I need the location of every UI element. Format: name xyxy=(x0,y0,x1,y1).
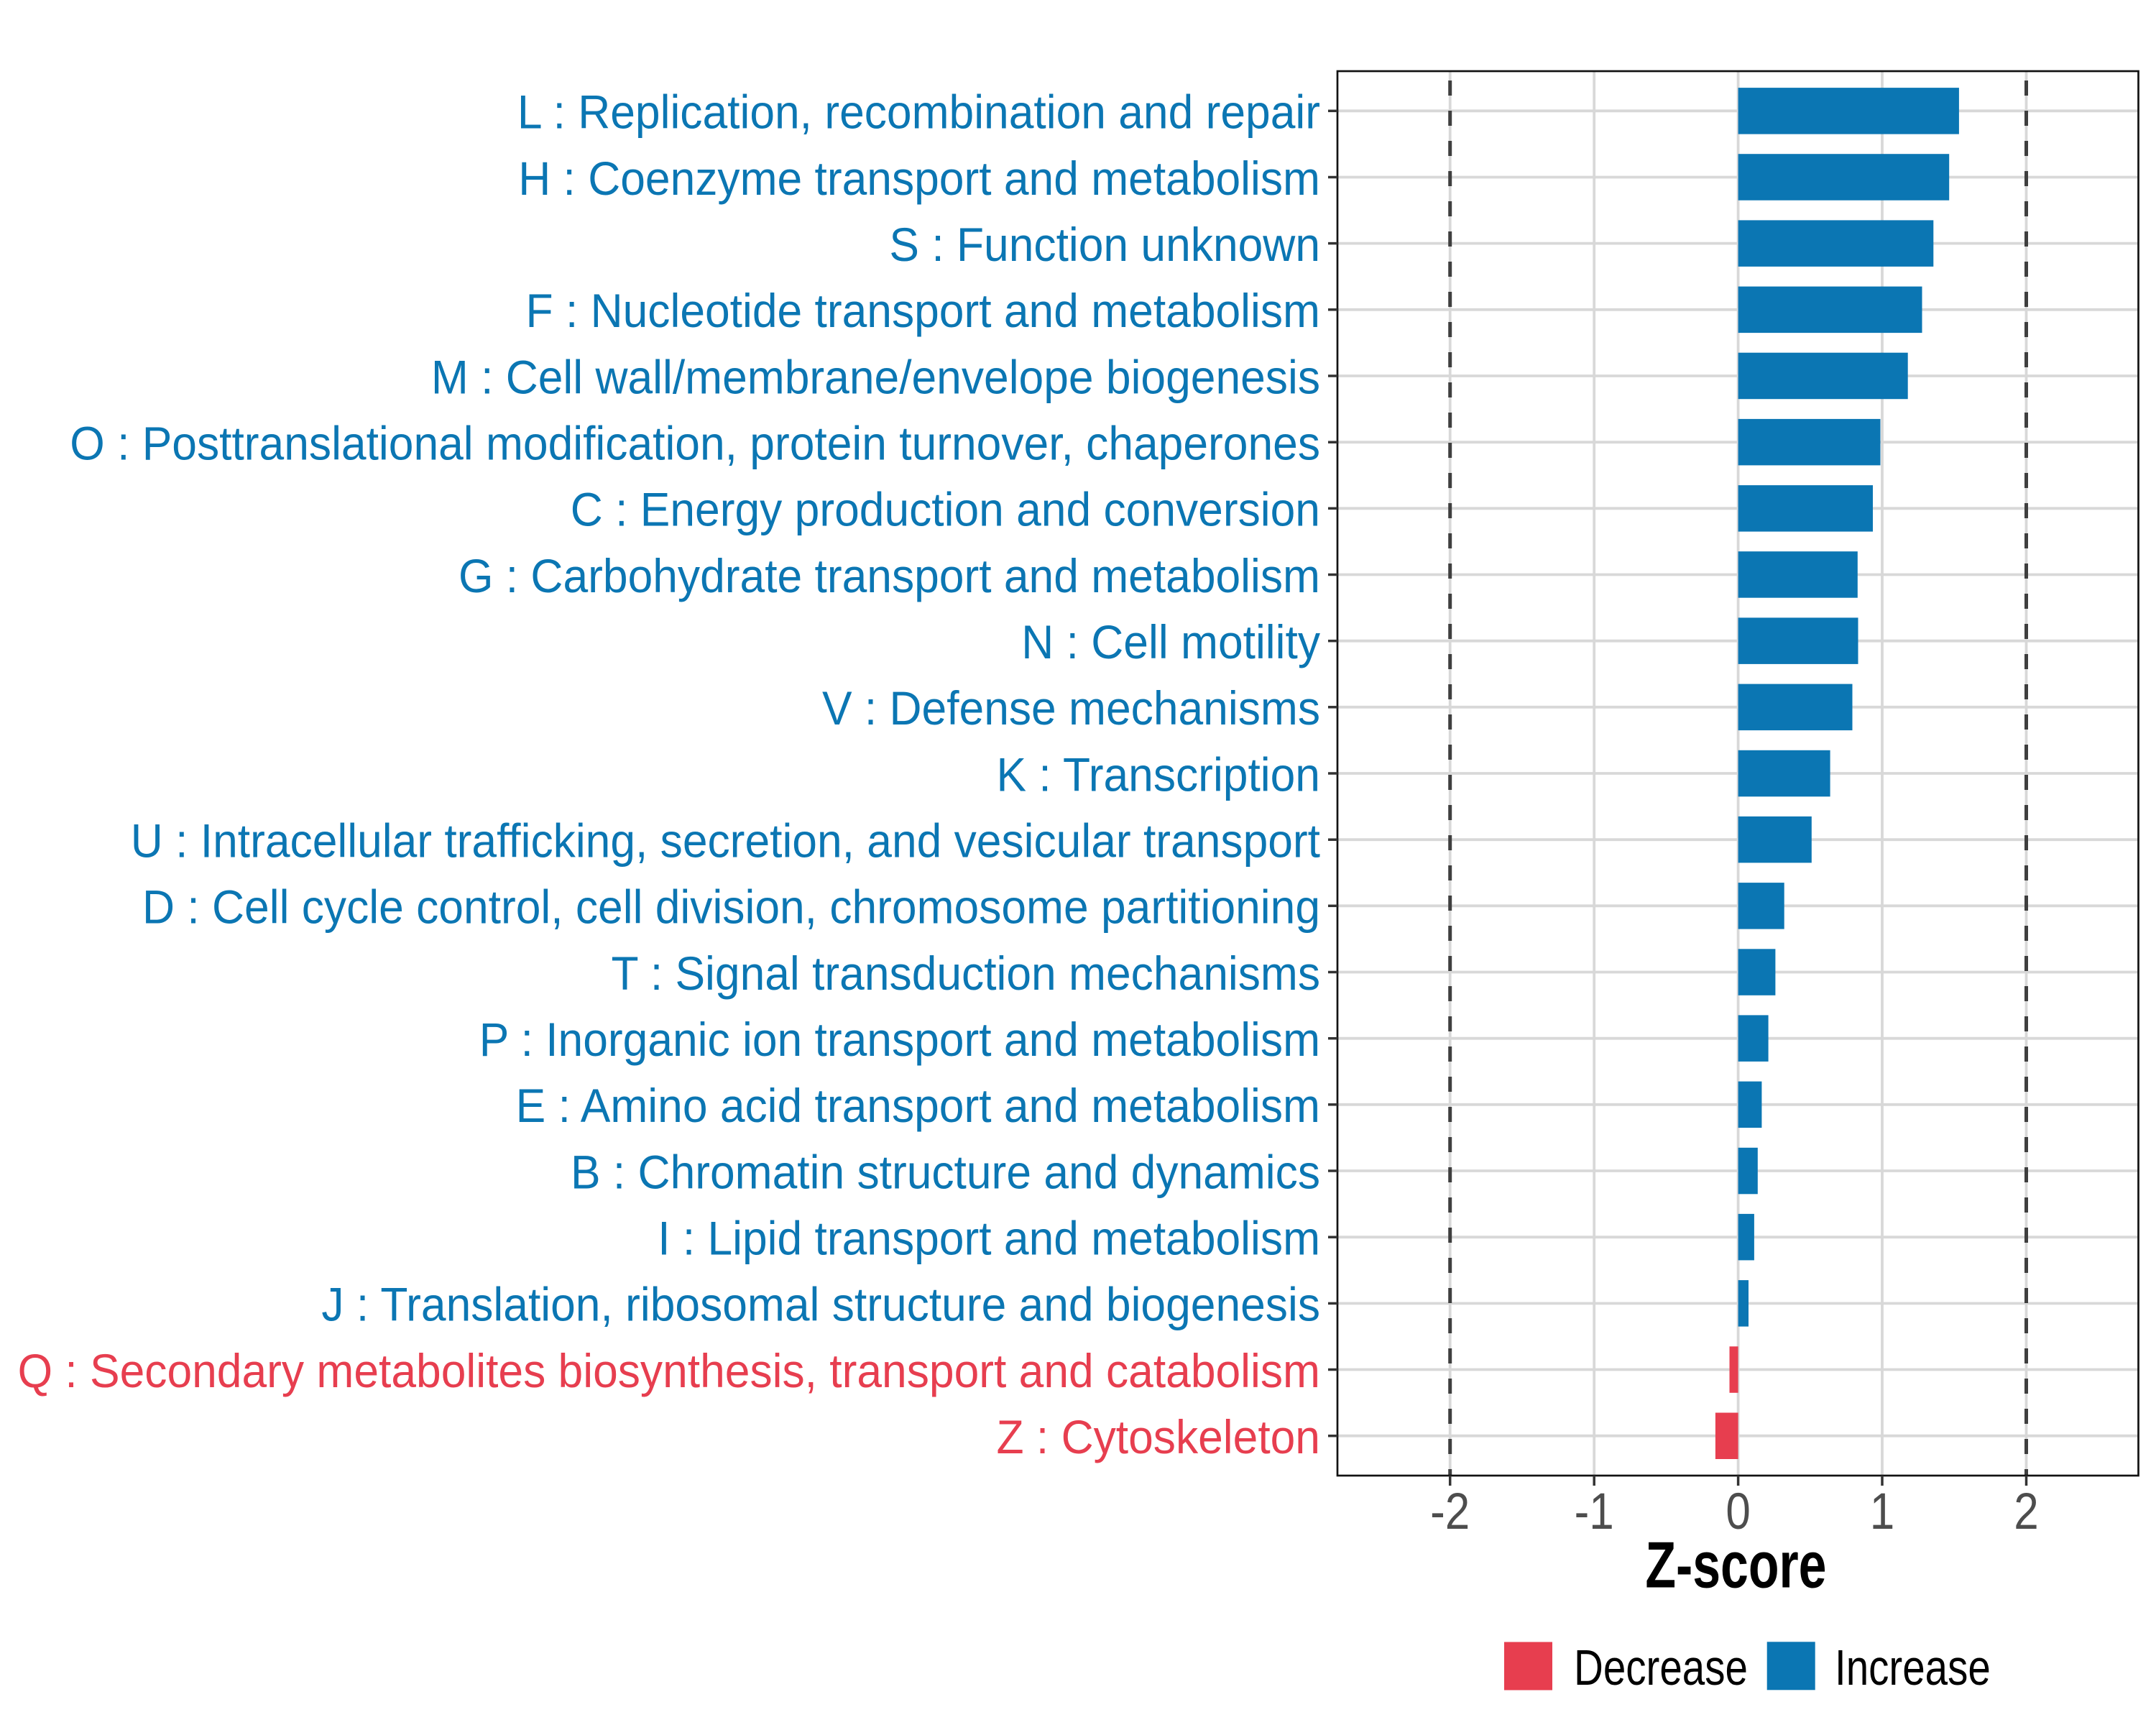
svg-text:K : Transcription: K : Transcription xyxy=(997,748,1320,801)
svg-text:U : Intracellular trafficking,: U : Intracellular trafficking, secretion… xyxy=(131,814,1320,868)
svg-text:F : Nucleotide transport and m: F : Nucleotide transport and metabolism xyxy=(526,285,1320,338)
svg-text:D : Cell cycle control, cell d: D : Cell cycle control, cell division, c… xyxy=(142,880,1320,934)
svg-text:-2: -2 xyxy=(1430,1484,1470,1540)
svg-text:S : Function unknown: S : Function unknown xyxy=(889,218,1320,271)
svg-text:M : Cell wall/membrane/envelop: M : Cell wall/membrane/envelope biogenes… xyxy=(431,351,1320,404)
svg-text:B : Chromatin structure and dy: B : Chromatin structure and dynamics xyxy=(571,1146,1320,1199)
svg-text:E : Amino acid transport and m: E : Amino acid transport and metabolism xyxy=(516,1080,1320,1133)
svg-text:Decrease: Decrease xyxy=(1574,1640,1748,1696)
svg-text:1: 1 xyxy=(1870,1484,1894,1540)
svg-text:H : Coenzyme transport and met: H : Coenzyme transport and metabolism xyxy=(518,152,1320,205)
svg-text:V : Defense mechanisms: V : Defense mechanisms xyxy=(822,682,1320,735)
svg-text:T : Signal transduction mechan: T : Signal transduction mechanisms xyxy=(612,947,1320,1000)
svg-text:O : Posttranslational modifica: O : Posttranslational modification, prot… xyxy=(70,417,1320,470)
svg-text:L : Replication, recombination: L : Replication, recombination and repai… xyxy=(517,86,1320,139)
svg-text:N : Cell motility: N : Cell motility xyxy=(1021,616,1320,669)
svg-text:I : Lipid transport and metabo: I : Lipid transport and metabolism xyxy=(658,1212,1320,1265)
svg-text:P : Inorganic ion transport an: P : Inorganic ion transport and metaboli… xyxy=(479,1013,1320,1067)
svg-text:G : Carbohydrate transport and: G : Carbohydrate transport and metabolis… xyxy=(459,549,1320,602)
svg-text:Z : Cytoskeleton: Z : Cytoskeleton xyxy=(997,1411,1320,1464)
svg-text:-1: -1 xyxy=(1575,1484,1614,1540)
svg-text:Q : Secondary metabolites bios: Q : Secondary metabolites biosynthesis, … xyxy=(18,1344,1320,1397)
svg-text:0: 0 xyxy=(1726,1484,1750,1540)
svg-text:J : Translation, ribosomal str: J : Translation, ribosomal structure and… xyxy=(321,1278,1320,1331)
svg-text:Z-score: Z-score xyxy=(1645,1530,1826,1602)
svg-text:C : Energy production and conv: C : Energy production and conversion xyxy=(571,483,1320,536)
svg-text:2: 2 xyxy=(2014,1484,2038,1540)
svg-text:Increase: Increase xyxy=(1835,1640,1991,1696)
